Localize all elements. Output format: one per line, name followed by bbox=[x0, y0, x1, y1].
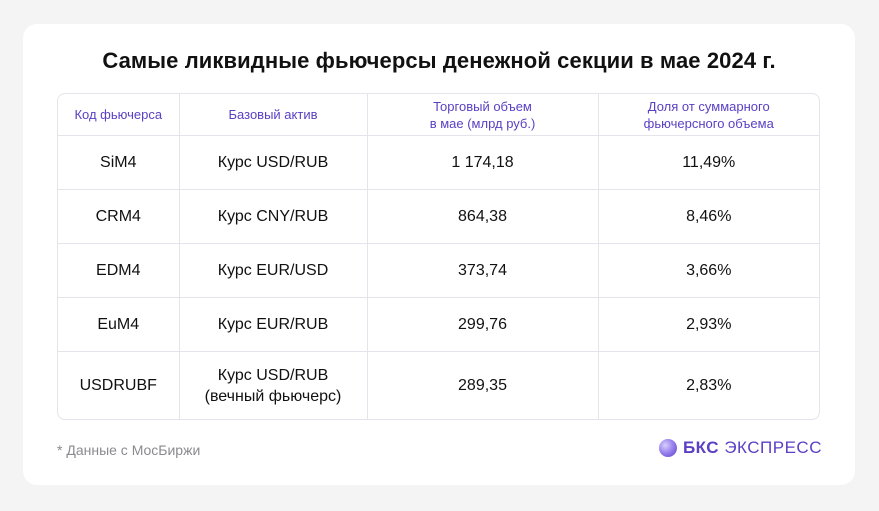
table-row: SiM4 Курс USD/RUB 1 174,18 11,49% bbox=[58, 135, 819, 190]
table-header-row: Код фьючерса Базовый актив Торговый объе… bbox=[58, 94, 819, 136]
cell-share: 2,83% bbox=[686, 377, 732, 394]
cell-base-asset: Курс EUR/RUB bbox=[179, 297, 368, 352]
bks-sphere-logo-icon bbox=[658, 439, 677, 457]
futures-table-container: Код фьючерса Базовый актив Торговый объе… bbox=[57, 93, 820, 420]
cell-share: 8,46% bbox=[598, 189, 819, 244]
cell-base-asset: Курс CNY/RUB bbox=[179, 189, 368, 244]
cell-base-asset: Курс EUR/USD bbox=[179, 243, 368, 298]
source-footnote: * Данные с МосБиржи bbox=[57, 442, 201, 458]
cell-futures-code: EDM4 bbox=[58, 243, 180, 298]
table-row: CRM4 Курс CNY/RUB 864,38 8,46% bbox=[58, 189, 819, 244]
cell-trading-volume: 864,38 bbox=[367, 189, 599, 244]
brand-logo: БКС ЭКСПРЕСС bbox=[658, 438, 822, 458]
page-title: Самые ликвидные фьючерсы денежной секции… bbox=[102, 48, 776, 73]
logo-brand: БКС bbox=[682, 438, 720, 457]
cell-trading-volume: 1 174,18 bbox=[367, 135, 599, 190]
cell-base-asset: Курс USD/RUB bbox=[179, 135, 368, 190]
cell-trading-volume: 299,76 bbox=[367, 297, 599, 352]
cell-share: 3,66% bbox=[598, 243, 819, 298]
table-row: USDRUBF Курс USD/RUB (вечный фьючерс) 28… bbox=[58, 351, 819, 419]
cell-share: 11,49% bbox=[598, 135, 819, 190]
header-share-of-volume: Доля от суммарного фьючерсного объема bbox=[598, 94, 819, 136]
cell-futures-code: CRM4 bbox=[58, 189, 180, 244]
header-base-asset: Базовый актив bbox=[179, 94, 368, 136]
header-trading-volume: Торговый объем в мае (млрд руб.) bbox=[367, 94, 599, 136]
table-row: EDM4 Курс EUR/USD 373,74 3,66% bbox=[58, 243, 819, 298]
header-futures-code: Код фьючерса bbox=[58, 94, 180, 136]
cell-futures-code: SiM4 bbox=[58, 135, 180, 190]
futures-table: Код фьючерса Базовый актив Торговый объе… bbox=[58, 94, 819, 419]
table-row: EuM4 Курс EUR/RUB 299,76 2,93% bbox=[58, 297, 819, 352]
cell-share: 2,93% bbox=[598, 297, 819, 352]
cell-trading-volume: 289,35 bbox=[367, 351, 599, 419]
logo-product: ЭКСПРЕСС bbox=[724, 438, 822, 457]
cell-base-asset: Курс USD/RUB (вечный фьючерс) bbox=[179, 351, 368, 419]
cell-futures-code: EuM4 bbox=[58, 297, 180, 352]
logo-wordmark: БКС ЭКСПРЕСС bbox=[683, 438, 822, 458]
cell-trading-volume: 373,74 bbox=[367, 243, 599, 298]
cell-futures-code: USDRUBF bbox=[58, 351, 180, 419]
infographic-card: Самые ликвидные фьючерсы денежной секции… bbox=[23, 24, 855, 485]
